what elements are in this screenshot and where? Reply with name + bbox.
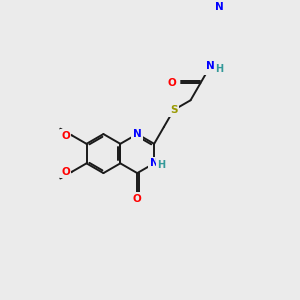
Text: N: N: [215, 2, 224, 12]
Text: S: S: [170, 105, 177, 115]
Text: N: N: [206, 61, 214, 71]
Text: H: H: [158, 160, 166, 170]
Text: H: H: [215, 64, 223, 74]
Text: O: O: [61, 167, 70, 177]
Text: N: N: [133, 129, 142, 139]
Text: O: O: [168, 78, 176, 88]
Text: N: N: [150, 158, 158, 168]
Text: O: O: [61, 130, 70, 140]
Text: O: O: [133, 194, 142, 204]
